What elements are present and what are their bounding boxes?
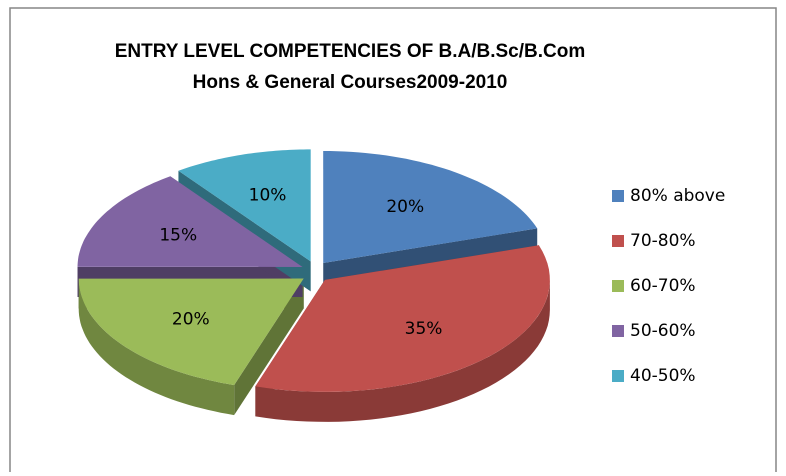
legend-label: 60-70% xyxy=(630,276,696,296)
legend-label: 70-80% xyxy=(630,231,696,251)
slice xyxy=(323,151,538,263)
chart-title: Hons & General Courses2009-2010 xyxy=(193,72,508,93)
legend-label: 80% above xyxy=(630,186,725,206)
legend-swatch xyxy=(612,190,624,202)
data-label: 35% xyxy=(405,319,443,339)
data-label: 20% xyxy=(172,309,210,329)
data-label: 15% xyxy=(159,225,197,245)
legend-label: 50-60% xyxy=(630,321,696,341)
slice xyxy=(77,176,303,267)
chart-title: ENTRY LEVEL COMPETENCIES OF B.A/B.Sc/B.C… xyxy=(115,41,586,62)
data-label: 20% xyxy=(386,197,424,217)
legend-swatch xyxy=(612,280,624,292)
slice xyxy=(78,278,304,386)
data-label: 10% xyxy=(249,185,287,205)
legend-label: 40-50% xyxy=(630,366,696,386)
slice-side xyxy=(78,278,235,416)
legend-swatch xyxy=(612,235,624,247)
slice xyxy=(178,149,311,262)
slice xyxy=(255,245,550,392)
legend-swatch xyxy=(612,325,624,337)
slice-side xyxy=(255,279,550,422)
slice-side xyxy=(234,278,304,416)
legend-swatch xyxy=(612,370,624,382)
